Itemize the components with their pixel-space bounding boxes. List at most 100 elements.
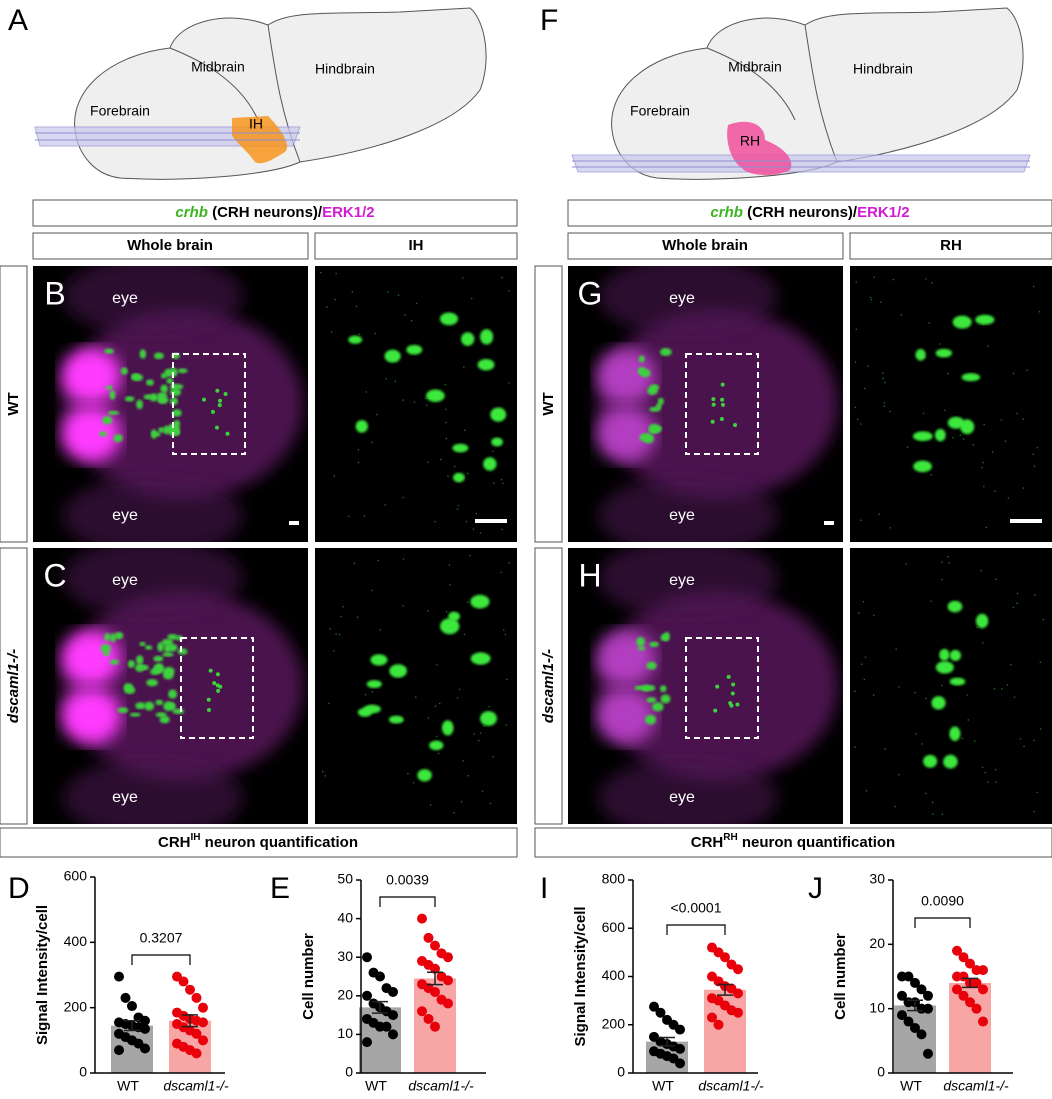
speckle xyxy=(456,697,459,699)
speckle xyxy=(445,437,448,440)
speckle xyxy=(449,584,451,586)
cell xyxy=(214,425,219,430)
tissue-glow xyxy=(598,476,778,542)
y-tick-label: 0 xyxy=(345,1064,353,1080)
speckle xyxy=(856,418,859,421)
cell xyxy=(637,646,646,651)
speckle xyxy=(854,746,856,748)
data-point xyxy=(114,1045,124,1056)
microscopy-image xyxy=(850,548,1052,824)
region-label: Midbrain xyxy=(191,59,245,75)
data-point xyxy=(388,986,398,997)
p-value: 0.0039 xyxy=(386,872,429,888)
cell xyxy=(426,389,445,402)
speckle xyxy=(435,735,438,738)
data-point xyxy=(733,964,743,975)
speckle xyxy=(470,297,473,300)
cell xyxy=(167,634,178,640)
panel-letter: C xyxy=(43,557,66,593)
speckle xyxy=(863,678,866,681)
panel-letter: J xyxy=(808,872,823,905)
speckle xyxy=(859,423,862,425)
cell xyxy=(215,388,220,393)
panel-box xyxy=(567,232,844,260)
speckle xyxy=(941,561,943,563)
cell xyxy=(483,457,497,471)
speckle xyxy=(483,725,485,727)
title-text: CRH xyxy=(691,834,724,851)
forebrain-signal xyxy=(596,688,656,744)
speckle xyxy=(862,600,865,603)
data-point xyxy=(114,971,124,982)
cell xyxy=(150,668,160,675)
speckle xyxy=(879,301,882,303)
data-point xyxy=(649,1001,659,1012)
speckle xyxy=(941,813,944,815)
cell xyxy=(124,396,135,402)
cell xyxy=(663,631,670,642)
eye-label: eye xyxy=(112,789,138,806)
cell xyxy=(218,684,223,689)
y-axis-label: Signal Intensity/cell xyxy=(572,906,589,1046)
cell xyxy=(639,433,651,442)
speckle xyxy=(461,277,464,279)
cell xyxy=(915,349,926,361)
cell xyxy=(102,416,113,425)
quant-title: CRHIH neuron quantification xyxy=(158,832,358,851)
roi-box xyxy=(685,353,759,455)
speckle xyxy=(355,305,358,308)
speckle xyxy=(980,569,983,572)
speckle xyxy=(445,408,447,411)
speckle xyxy=(475,512,478,515)
speckle xyxy=(982,641,984,644)
roi-box xyxy=(685,637,759,739)
speckle xyxy=(333,650,335,652)
speckle xyxy=(385,378,387,380)
speckle xyxy=(437,752,440,755)
speckle xyxy=(1016,602,1018,605)
speckle xyxy=(873,276,875,278)
speckle xyxy=(358,333,361,335)
speckle xyxy=(463,366,465,368)
speckle xyxy=(357,461,360,464)
cell xyxy=(206,708,211,713)
cell xyxy=(429,740,444,751)
speckle xyxy=(1000,688,1003,690)
panel-box xyxy=(0,265,28,543)
cell xyxy=(975,613,989,629)
y-axis-label: Signal Intensity/cell xyxy=(34,905,51,1045)
cell xyxy=(935,348,953,358)
scale-bar xyxy=(289,521,299,525)
tissue-glow xyxy=(63,548,243,618)
speckle xyxy=(434,705,437,707)
speckle xyxy=(463,429,466,432)
tissue-glow xyxy=(598,266,778,336)
speckle xyxy=(508,382,510,384)
data-point xyxy=(903,1016,914,1027)
data-point xyxy=(707,1012,717,1023)
panel-box xyxy=(849,232,1052,260)
cell xyxy=(167,423,180,434)
cell xyxy=(139,641,146,647)
cell xyxy=(490,407,507,422)
speckle xyxy=(326,306,328,308)
y-tick-label: 400 xyxy=(602,967,626,983)
speckle xyxy=(505,724,508,726)
data-point xyxy=(198,1035,208,1046)
speckle xyxy=(892,278,895,281)
p-value: 0.0090 xyxy=(921,893,964,909)
speckle xyxy=(363,515,366,517)
cell xyxy=(939,648,950,661)
speckle xyxy=(488,705,491,708)
cell xyxy=(177,648,188,655)
header-text: (CRH neurons)/ xyxy=(743,204,858,221)
cell xyxy=(157,392,168,398)
protein-name: ERK1/2 xyxy=(322,204,375,221)
speckle xyxy=(370,589,373,592)
y-tick-label: 30 xyxy=(337,948,353,964)
speckle xyxy=(466,472,469,475)
speckle xyxy=(1000,419,1003,421)
speckle xyxy=(995,781,997,783)
speckle xyxy=(884,748,886,750)
cell xyxy=(131,373,140,380)
